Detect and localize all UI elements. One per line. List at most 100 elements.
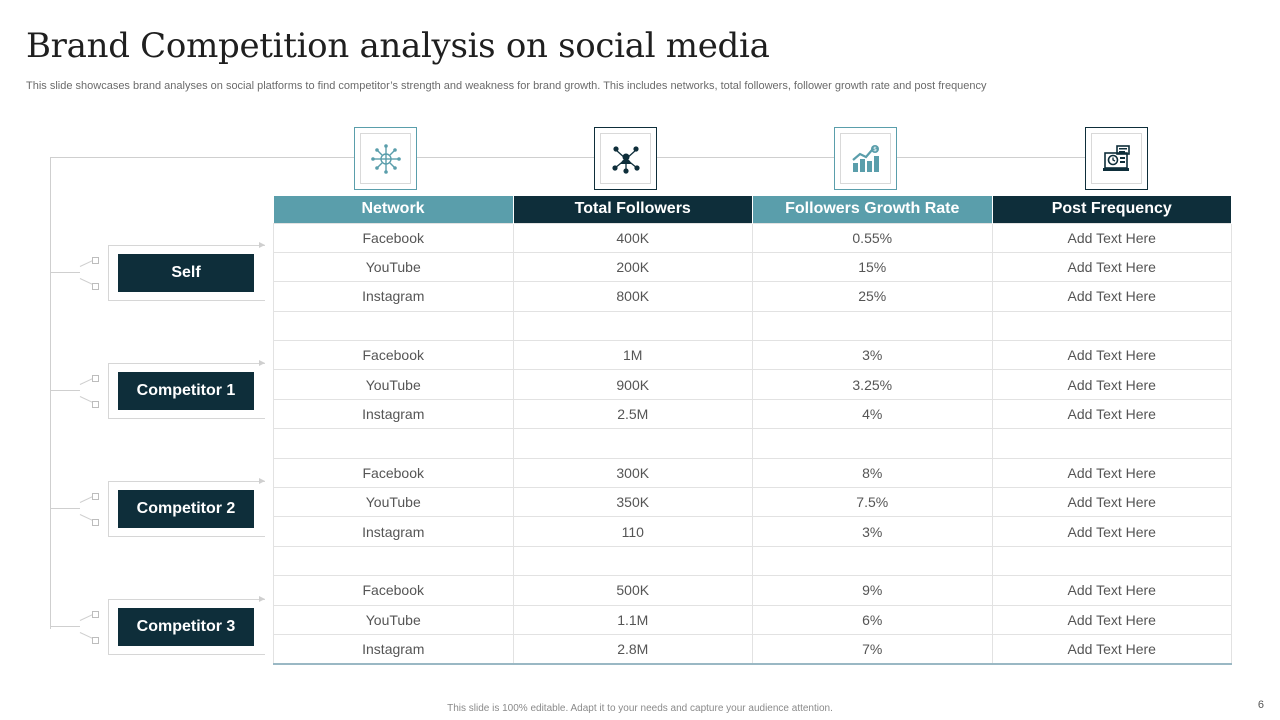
table-cell: 3%: [752, 516, 993, 547]
table-cell: 25%: [752, 281, 993, 312]
header-post-frequency: Post Frequency: [992, 196, 1232, 223]
node-competitor-2-top: [92, 493, 99, 500]
table-cell: Add Text Here: [991, 369, 1232, 400]
table-cell: Facebook: [273, 340, 514, 371]
table-cell: Instagram: [273, 281, 514, 312]
table-cell: [273, 545, 514, 577]
table-cell: YouTube: [273, 604, 514, 635]
entity-label-competitor-3: Competitor 3: [118, 608, 254, 646]
branch-line-competitor-1: [50, 390, 80, 391]
branch-diag-c1-b: [79, 396, 93, 403]
table-cell: [273, 310, 514, 342]
entity-frame-self: [108, 245, 265, 301]
table-cell: 9%: [752, 575, 993, 606]
arrow-competitor-1: [259, 360, 265, 366]
table-cell: [752, 310, 993, 342]
table-cell: 7.5%: [752, 487, 993, 518]
arrow-competitor-2: [259, 478, 265, 484]
header-network: Network: [273, 196, 514, 223]
table-cell: [512, 428, 753, 459]
header-followers-growth-rate: Followers Growth Rate: [752, 196, 993, 223]
page-title: Brand Competition analysis on social med…: [26, 26, 770, 66]
table-cell: 0.55%: [752, 222, 993, 253]
table-cell: 2.8M: [512, 633, 753, 665]
branch-diag-c1-a: [79, 378, 93, 385]
table-row: Facebook 400K 0.55% Add Text Here: [273, 222, 1232, 253]
table-row: Facebook 1M 3% Add Text Here: [273, 340, 1232, 371]
entity-label-competitor-1: Competitor 1: [118, 372, 254, 410]
network-icon-box: [354, 127, 417, 190]
table-cell: 8%: [752, 457, 993, 489]
branch-diag-self-b: [79, 278, 93, 285]
branch-diag-c2-b: [79, 514, 93, 521]
table-cell: 300K: [512, 457, 753, 489]
frequency-icon-box: [1085, 127, 1148, 190]
table-cell: [991, 428, 1232, 459]
arrow-competitor-3: [259, 596, 265, 602]
entity-frame-competitor-1: [108, 363, 265, 419]
table-cell: 6%: [752, 604, 993, 635]
table-row: Facebook 300K 8% Add Text Here: [273, 457, 1232, 489]
node-self-top: [92, 257, 99, 264]
table-cell: Add Text Here: [991, 575, 1232, 606]
table-cell: 2.5M: [512, 398, 753, 430]
table-cell: Add Text Here: [991, 398, 1232, 430]
network-globe-icon: [360, 133, 411, 184]
table-row: YouTube 1.1M 6% Add Text Here: [273, 604, 1232, 635]
table-cell: [752, 545, 993, 577]
left-vertical-line: [50, 157, 51, 629]
table-row: YouTube 200K 15% Add Text Here: [273, 251, 1232, 283]
table-cell: [512, 545, 753, 577]
arrow-self: [259, 242, 265, 248]
table-cell: 7%: [752, 633, 993, 665]
entity-label-self: Self: [118, 254, 254, 292]
table-row: Instagram 2.5M 4% Add Text Here: [273, 398, 1232, 430]
table-body: Facebook 400K 0.55% Add Text Here YouTube 200…: [273, 222, 1232, 665]
table-cell: Instagram: [273, 633, 514, 665]
table-row: Instagram 110 3% Add Text Here: [273, 516, 1232, 547]
growth-icon-box: $: [834, 127, 897, 190]
entity-frame-competitor-2: [108, 481, 265, 537]
table-cell: 4%: [752, 398, 993, 430]
table-cell: Facebook: [273, 575, 514, 606]
followers-icon-box: [594, 127, 657, 190]
people-network-icon: [600, 133, 651, 184]
table-header-row: Network Total Followers Followers Growth…: [273, 196, 1232, 223]
node-competitor-1-top: [92, 375, 99, 382]
comparison-table: Network Total Followers Followers Growth…: [273, 196, 1232, 665]
table-cell: 1.1M: [512, 604, 753, 635]
table-cell: YouTube: [273, 251, 514, 283]
node-competitor-2-bottom: [92, 519, 99, 526]
table-cell: [991, 310, 1232, 342]
table-row: [273, 545, 1232, 577]
table-cell: Add Text Here: [991, 604, 1232, 635]
table-row: Instagram 800K 25% Add Text Here: [273, 281, 1232, 312]
table-cell: Facebook: [273, 222, 514, 253]
table-cell: 15%: [752, 251, 993, 283]
table-cell: Instagram: [273, 516, 514, 547]
table-cell: 350K: [512, 487, 753, 518]
table-cell: [512, 310, 753, 342]
table-cell: YouTube: [273, 369, 514, 400]
branch-diag-c2-a: [79, 496, 93, 503]
table-row: Instagram 2.8M 7% Add Text Here: [273, 633, 1232, 665]
table-cell: Facebook: [273, 457, 514, 489]
branch-line-self: [50, 272, 80, 273]
table-row: [273, 428, 1232, 459]
table-cell: Add Text Here: [991, 281, 1232, 312]
branch-diag-self-a: [79, 260, 93, 267]
table-cell: Add Text Here: [991, 516, 1232, 547]
table-row: Facebook 500K 9% Add Text Here: [273, 575, 1232, 606]
table-cell: YouTube: [273, 487, 514, 518]
table-row: [273, 310, 1232, 342]
table-cell: 200K: [512, 251, 753, 283]
table-cell: Add Text Here: [991, 457, 1232, 489]
branch-diag-c3-b: [79, 632, 93, 639]
table-cell: 1M: [512, 340, 753, 371]
node-competitor-3-bottom: [92, 637, 99, 644]
page-number: 6: [1257, 699, 1264, 711]
svg-text:$: $: [873, 146, 877, 153]
growth-chart-icon: $: [840, 133, 891, 184]
branch-diag-c3-a: [79, 614, 93, 621]
table-cell: 3%: [752, 340, 993, 371]
